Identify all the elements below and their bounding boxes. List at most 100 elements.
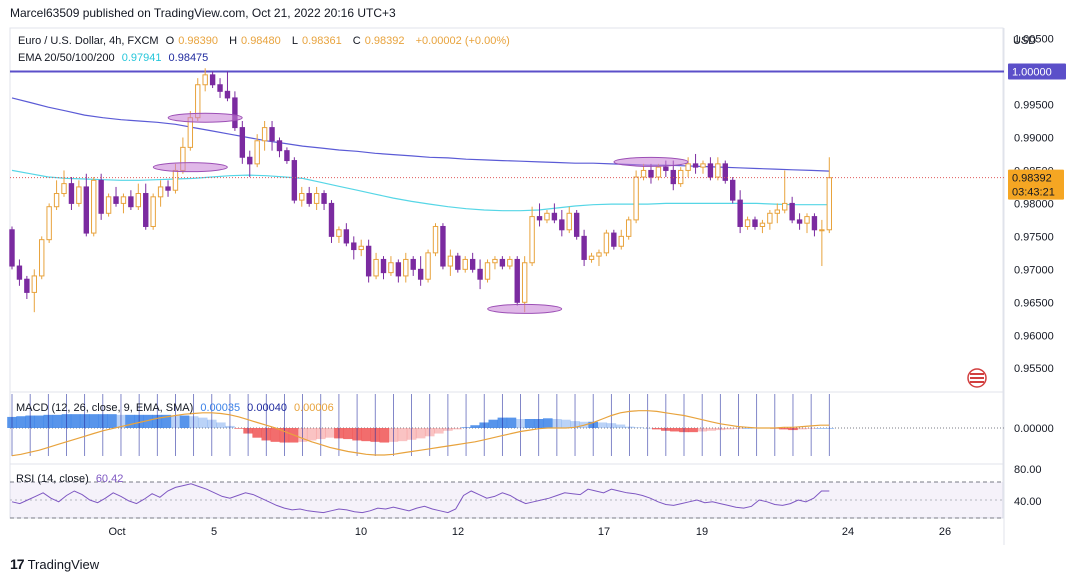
candle-body (24, 278, 30, 293)
usd-flag-stripe (970, 373, 984, 375)
macd-histogram-bar (434, 428, 444, 434)
candle-body (544, 212, 550, 221)
symbol-title[interactable]: Euro / U.S. Dollar, 4h, FXCM (18, 35, 159, 47)
candle-body (61, 183, 67, 195)
macd-histogram-bar (125, 414, 135, 428)
macd-histogram-bar (524, 419, 535, 428)
candle-body (559, 219, 565, 231)
date-tick-label: 10 (355, 526, 367, 538)
ema-slow-line (11, 97, 830, 172)
zone-ellipse-low (487, 303, 563, 314)
candle-body (789, 202, 795, 221)
level-price-badge (1008, 63, 1066, 80)
candle-body (395, 262, 402, 277)
ohlc-close: C 0.98392 (352, 35, 405, 47)
ema-fast-line (11, 169, 830, 212)
price-tick-label: 0.98000 (1014, 198, 1054, 210)
candle-body (529, 216, 535, 264)
candle-body (611, 232, 617, 247)
candle-body (403, 258, 409, 277)
candle-body (328, 202, 335, 237)
current-price-label: 0.98392 (1012, 173, 1052, 185)
macd-histogram-bar (724, 428, 735, 430)
candle-body (648, 169, 654, 178)
candle-body (247, 156, 253, 165)
tradingview-logo-icon: 17 (10, 556, 25, 572)
macd-histogram-bar (651, 428, 662, 430)
price-tick-label: 0.96000 (1014, 330, 1054, 342)
candle-body (120, 196, 127, 204)
macd-histogram-bar (52, 414, 63, 428)
macd-histogram-bar (397, 428, 408, 442)
macd-tick-label: 0.00000 (1014, 423, 1054, 435)
candle-body (700, 163, 706, 168)
macd-histogram-bar (16, 416, 26, 428)
candle-body (299, 193, 305, 201)
footer-brand: 17 TradingView (10, 556, 99, 572)
candle-body (157, 186, 164, 198)
macd-histogram-bar (488, 419, 499, 428)
candle-body (625, 219, 632, 237)
zone-ellipse-support (152, 162, 228, 173)
candle-body (380, 258, 387, 274)
macd-label[interactable]: MACD (12, 26, close, 9, EMA, SMA) (16, 402, 194, 414)
candle-body (113, 196, 119, 204)
macd-histogram-bar (34, 415, 45, 428)
macd-value-2: 0.00040 (247, 402, 287, 414)
candle-body (76, 186, 82, 204)
candle-body (499, 258, 506, 267)
candle-body (796, 219, 803, 224)
candle-body (373, 258, 379, 277)
candle-body (313, 193, 320, 204)
candle-body (759, 222, 766, 227)
macd-histogram-bar (143, 414, 154, 428)
candle-body (492, 258, 498, 264)
macd-histogram-bar (797, 428, 807, 430)
date-tick-label: 19 (696, 526, 708, 538)
candle-body (276, 140, 283, 152)
macd-histogram-bar (633, 427, 644, 428)
candle-body (685, 163, 691, 171)
candle-body (410, 258, 416, 270)
candle-body (16, 265, 23, 280)
candle-body (321, 193, 327, 204)
candle-body (202, 74, 208, 86)
candle-body (752, 219, 758, 227)
candle-body (336, 229, 342, 237)
rsi-label[interactable]: RSI (14, close) (16, 473, 89, 485)
candle-body (536, 216, 543, 221)
macd-histogram-bar (379, 428, 390, 443)
candle-body (521, 262, 528, 303)
rsi-tick-label: 80.00 (1014, 464, 1042, 476)
zone-ellipse-resistance (613, 156, 689, 167)
chart-frame (9, 27, 1004, 519)
candle-body (53, 193, 60, 208)
macd-histogram-bar (542, 418, 553, 428)
usd-flag-stripe (970, 377, 984, 379)
candle-body (432, 225, 439, 254)
candle-body (83, 186, 89, 234)
candle-body (172, 169, 179, 191)
ema-label[interactable]: EMA 20/50/100/200 (18, 52, 115, 64)
candle-body (128, 196, 134, 208)
candle-body (165, 186, 171, 191)
rsi-legend: RSI (14, close) 60.42 (16, 473, 127, 485)
currency-label: USD (1013, 35, 1037, 47)
ohlc-low: L 0.98361 (291, 35, 342, 47)
macd-line (11, 410, 830, 457)
candle-body (232, 97, 238, 129)
candle-body (640, 169, 647, 178)
candle-body (254, 140, 260, 165)
candle-body (730, 179, 736, 201)
candle-body (804, 216, 810, 224)
candle-body (343, 229, 350, 244)
candle-body (573, 212, 580, 237)
candle-body (9, 229, 15, 267)
candle-body (692, 163, 699, 168)
candle-body (744, 219, 751, 227)
candle-body (365, 245, 372, 277)
ohlc-change: +0.00002 (+0.00%) (415, 35, 510, 47)
candle-body (306, 193, 312, 204)
